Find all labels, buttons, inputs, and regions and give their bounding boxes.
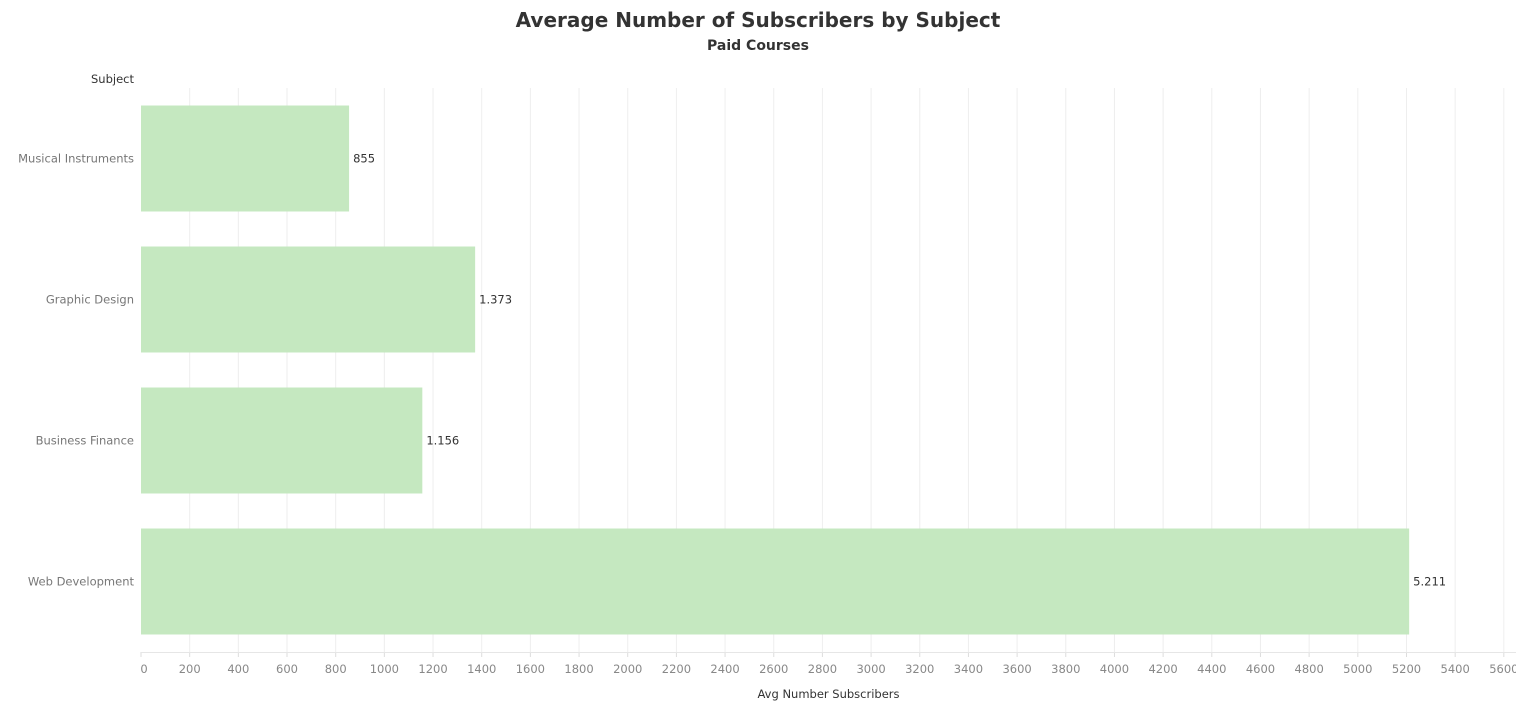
data-label: 5.211 [1413, 575, 1446, 589]
data-label: 1.156 [426, 434, 459, 448]
x-tick-label: 1200 [418, 662, 447, 676]
x-tick-label: 4200 [1148, 662, 1177, 676]
x-tick-label: 4400 [1197, 662, 1226, 676]
x-axis-title: Avg Number Subscribers [757, 687, 899, 701]
x-tick-label: 3600 [1002, 662, 1031, 676]
x-tick-label: 1400 [467, 662, 496, 676]
x-tick-label: 800 [325, 662, 347, 676]
x-tick-label: 2400 [710, 662, 739, 676]
bar [141, 105, 350, 212]
row-header: Subject [91, 72, 134, 86]
x-tick-label: 5400 [1441, 662, 1470, 676]
category-label: Business Finance [36, 434, 134, 448]
x-tick-label: 2600 [759, 662, 788, 676]
data-label: 855 [353, 152, 375, 166]
x-tick-label: 400 [227, 662, 249, 676]
chart-title: Average Number of Subscribers by Subject [515, 8, 1001, 32]
bar [141, 528, 1410, 635]
chart-subtitle: Paid Courses [707, 38, 809, 54]
bar [141, 387, 423, 494]
x-tick-label: 5000 [1343, 662, 1372, 676]
data-label: 1.373 [479, 293, 512, 307]
x-tick-label: 4800 [1295, 662, 1324, 676]
x-tick-label: 600 [276, 662, 298, 676]
x-tick-label: 1800 [564, 662, 593, 676]
category-label: Graphic Design [46, 293, 134, 307]
x-tick-label: 3800 [1051, 662, 1080, 676]
x-tick-label: 0 [140, 662, 147, 676]
x-tick-label: 5200 [1392, 662, 1421, 676]
x-tick-label: 1000 [370, 662, 399, 676]
category-label: Web Development [28, 575, 135, 589]
x-axis: 0 200 400 600 800 1000 1200 1400 1600 1800 2000 220… [140, 652, 1516, 676]
bars [141, 105, 1410, 635]
x-tick-label: 2000 [613, 662, 642, 676]
bar [141, 246, 476, 353]
x-tick-label: 3400 [954, 662, 983, 676]
x-tick-label: 4000 [1100, 662, 1129, 676]
x-tick-label: 2800 [808, 662, 837, 676]
x-tick-label: 2200 [662, 662, 691, 676]
x-tick-label: 1600 [516, 662, 545, 676]
x-tick-label: 3200 [905, 662, 934, 676]
x-tick-label: 5600 [1489, 662, 1516, 676]
labels: Musical Instruments 855 Graphic Design 1.37… [18, 72, 1446, 701]
category-label: Musical Instruments [18, 152, 134, 166]
x-tick-label: 3000 [856, 662, 885, 676]
x-tick-label: 200 [179, 662, 201, 676]
x-tick-label: 4600 [1246, 662, 1275, 676]
